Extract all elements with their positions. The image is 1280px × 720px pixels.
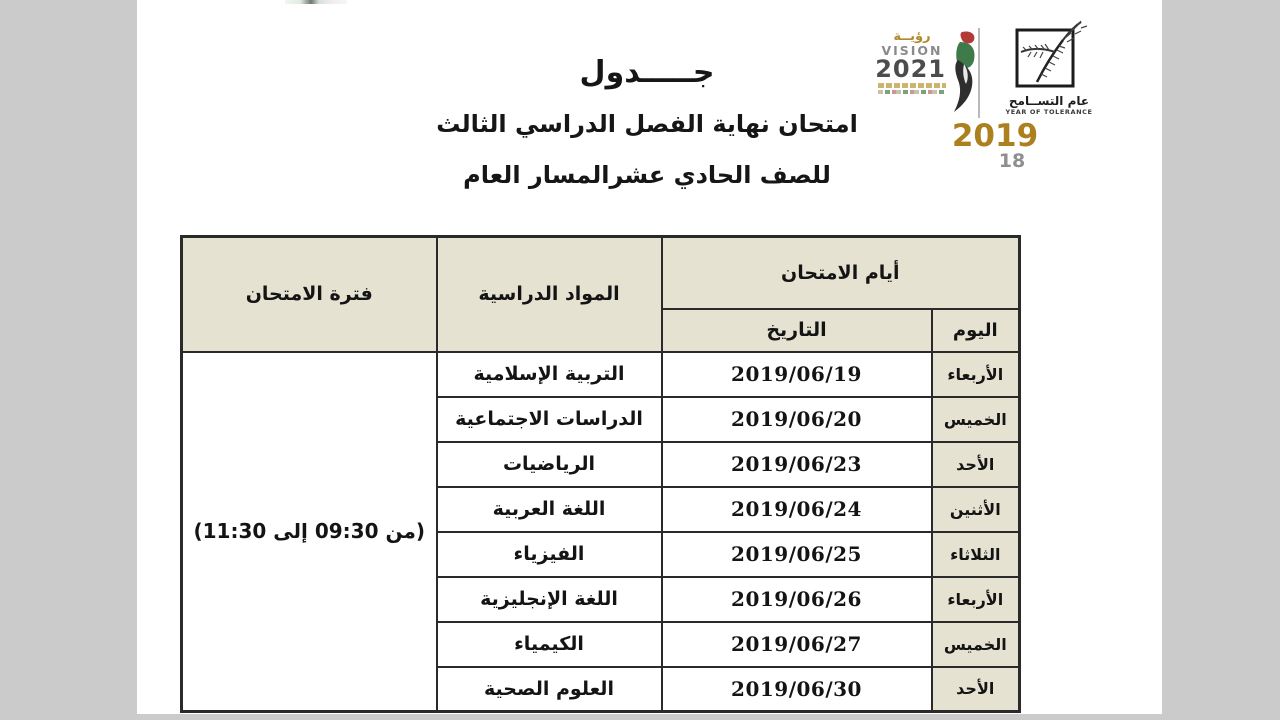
year-2019-label: 2019 [951,118,1039,154]
date-cell: 2019/06/27 [660,620,933,668]
tolerance-arabic-label: عام التســامح [1008,94,1090,108]
header-exam-period: فترة الامتحان [180,235,438,353]
date-cell: 2019/06/23 [660,440,933,488]
ghaf-tree-icon [1015,20,1088,88]
subject-cell: اللغة الإنجليزية [435,575,663,623]
date-cell: 2019/06/26 [660,575,933,623]
logo-divider [978,28,980,118]
day-cell: الأربعاء [930,575,1021,623]
year-18-label: 18 [998,150,1026,172]
exam-schedule-table-wrap: أيام الامتحان المواد الدراسية فترة الامت… [180,235,1022,713]
day-cell: الأربعاء [930,350,1021,398]
document-title-block: جـــــدول امتحان نهاية الفصل الدراسي الث… [297,55,997,189]
table-row: الأثنين 2019/06/24 اللغة العربية [182,485,1021,533]
vision-2021-text: رؤيــة VISION 2021 [875,29,946,95]
subject-cell: الكيمياء [435,620,663,668]
document-page: جـــــدول امتحان نهاية الفصل الدراسي الث… [137,0,1162,714]
tolerance-english-label: YEAR OF TOLERANCE [1005,108,1093,117]
subject-cell: الفيزياء [435,530,663,578]
vision-2021-logo: رؤيــة VISION 2021 [875,29,978,114]
date-cell: 2019/06/24 [660,485,933,533]
vision-logo-subtext-decoration [878,90,946,95]
subject-cell: اللغة العربية [435,485,663,533]
date-cell: 2019/06/25 [660,530,933,578]
year-of-tolerance-logo: عام التســامح YEAR OF TOLERANCE [994,18,1104,116]
date-cell: 2019/06/20 [660,395,933,443]
date-cell: 2019/06/19 [660,350,933,398]
exam-schedule-table: أيام الامتحان المواد الدراسية فترة الامت… [180,235,1022,713]
day-cell: الأحد [930,665,1021,713]
table-row: الخميس 2019/06/27 الكيمياء [182,620,1021,668]
vision-year-label: 2021 [875,55,946,84]
vision-english-label: VISION [881,42,943,58]
header-subjects: المواد الدراسية [435,235,663,353]
day-cell: الخميس [930,395,1021,443]
date-cell: 2019/06/30 [660,665,933,713]
day-cell: الثلاثاء [930,530,1021,578]
title-schedule: جـــــدول [579,55,715,90]
falcon-calligraphy-icon [954,31,975,112]
title-exam: امتحان نهاية الفصل الدراسي الثالث [436,110,858,138]
vision-arabic-label: رؤيــة [893,29,931,44]
subject-cell: العلوم الصحية [435,665,663,713]
day-cell: الأحد [930,440,1021,488]
logos-area: رؤيــة VISION 2021 [872,8,1152,173]
day-cell: الأثنين [930,485,1021,533]
table-row: الخميس 2019/06/20 الدراسات الاجتماعية [182,395,1021,443]
table-row: الأحد 2019/06/30 العلوم الصحية [182,665,1021,713]
subject-cell: الدراسات الاجتماعية [435,395,663,443]
subject-cell: الرياضيات [435,440,663,488]
table-row: الثلاثاء 2019/06/25 الفيزياء [182,530,1021,578]
header-exam-days: أيام الامتحان [660,235,1021,310]
cropped-image-artifact [285,0,347,4]
table-row: الأربعاء 2019/06/19 التربية الإسلامية (م… [180,350,1021,713]
header-date: التاريخ [660,307,933,353]
table-row: الأربعاء 2019/06/26 اللغة الإنجليزية [182,575,1021,623]
vision-logo-subtext-decoration [878,83,946,89]
title-grade: للصف الحادي عشرالمسار العام [463,161,831,189]
table-row: الأحد 2019/06/23 الرياضيات [182,440,1021,488]
header-day: اليوم [930,307,1021,353]
exam-period-cell: (من 09:30 إلى 11:30) [180,350,438,713]
day-cell: الخميس [930,620,1021,668]
subject-cell: التربية الإسلامية [435,350,663,398]
